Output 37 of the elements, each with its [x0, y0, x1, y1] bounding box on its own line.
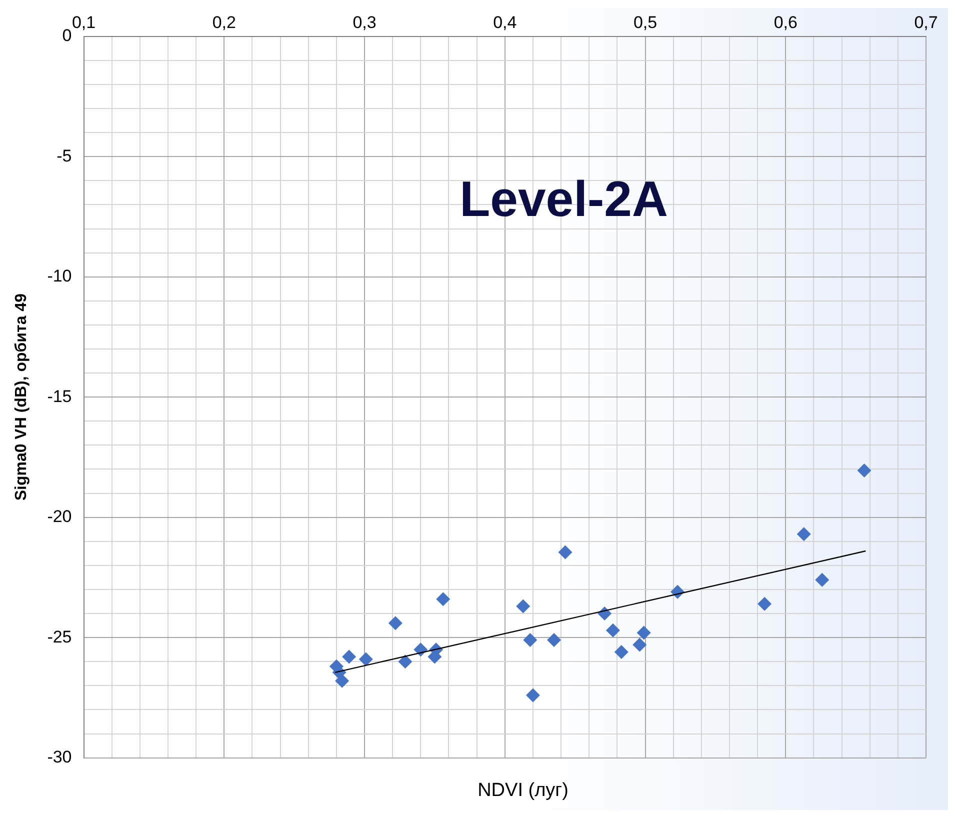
point [516, 599, 530, 614]
point [632, 638, 647, 652]
y-axis-title: Sigma0 VH (dB), орбита 49 [13, 293, 30, 501]
point [335, 674, 350, 688]
x-tick-label: 0,6 [774, 12, 798, 32]
point [547, 632, 562, 647]
point [398, 654, 412, 669]
point [558, 545, 572, 560]
y-tick-label: 0 [62, 26, 72, 46]
point [526, 688, 540, 702]
x-tick-label: 0,3 [352, 12, 376, 32]
y-tick-label: -15 [47, 386, 72, 406]
point [358, 652, 373, 666]
text: Level-2A [460, 171, 668, 228]
point [523, 632, 538, 647]
x-axis-title: NDVI (луг) [476, 780, 570, 803]
y-tick-label: -5 [56, 146, 72, 166]
point [388, 616, 402, 630]
x-tick-label: 0,7 [914, 12, 938, 32]
point [636, 626, 651, 640]
point [815, 572, 830, 587]
x-tick-label: 0,5 [633, 12, 658, 32]
x-tick-label: 0,1 [72, 12, 96, 32]
y-tick-label: -25 [47, 627, 72, 646]
point [614, 644, 628, 659]
y-tick-label: -20 [47, 507, 72, 526]
point [857, 463, 872, 478]
point [606, 623, 620, 638]
x-tick-label: 0,4 [493, 12, 517, 32]
y-tick-label: -30 [47, 747, 72, 766]
point [342, 650, 356, 664]
point [436, 592, 450, 606]
y-tick-label: -10 [47, 266, 72, 286]
point [758, 596, 772, 611]
point [414, 642, 428, 657]
point [796, 527, 811, 542]
x-tick-label: 0,2 [212, 12, 236, 32]
